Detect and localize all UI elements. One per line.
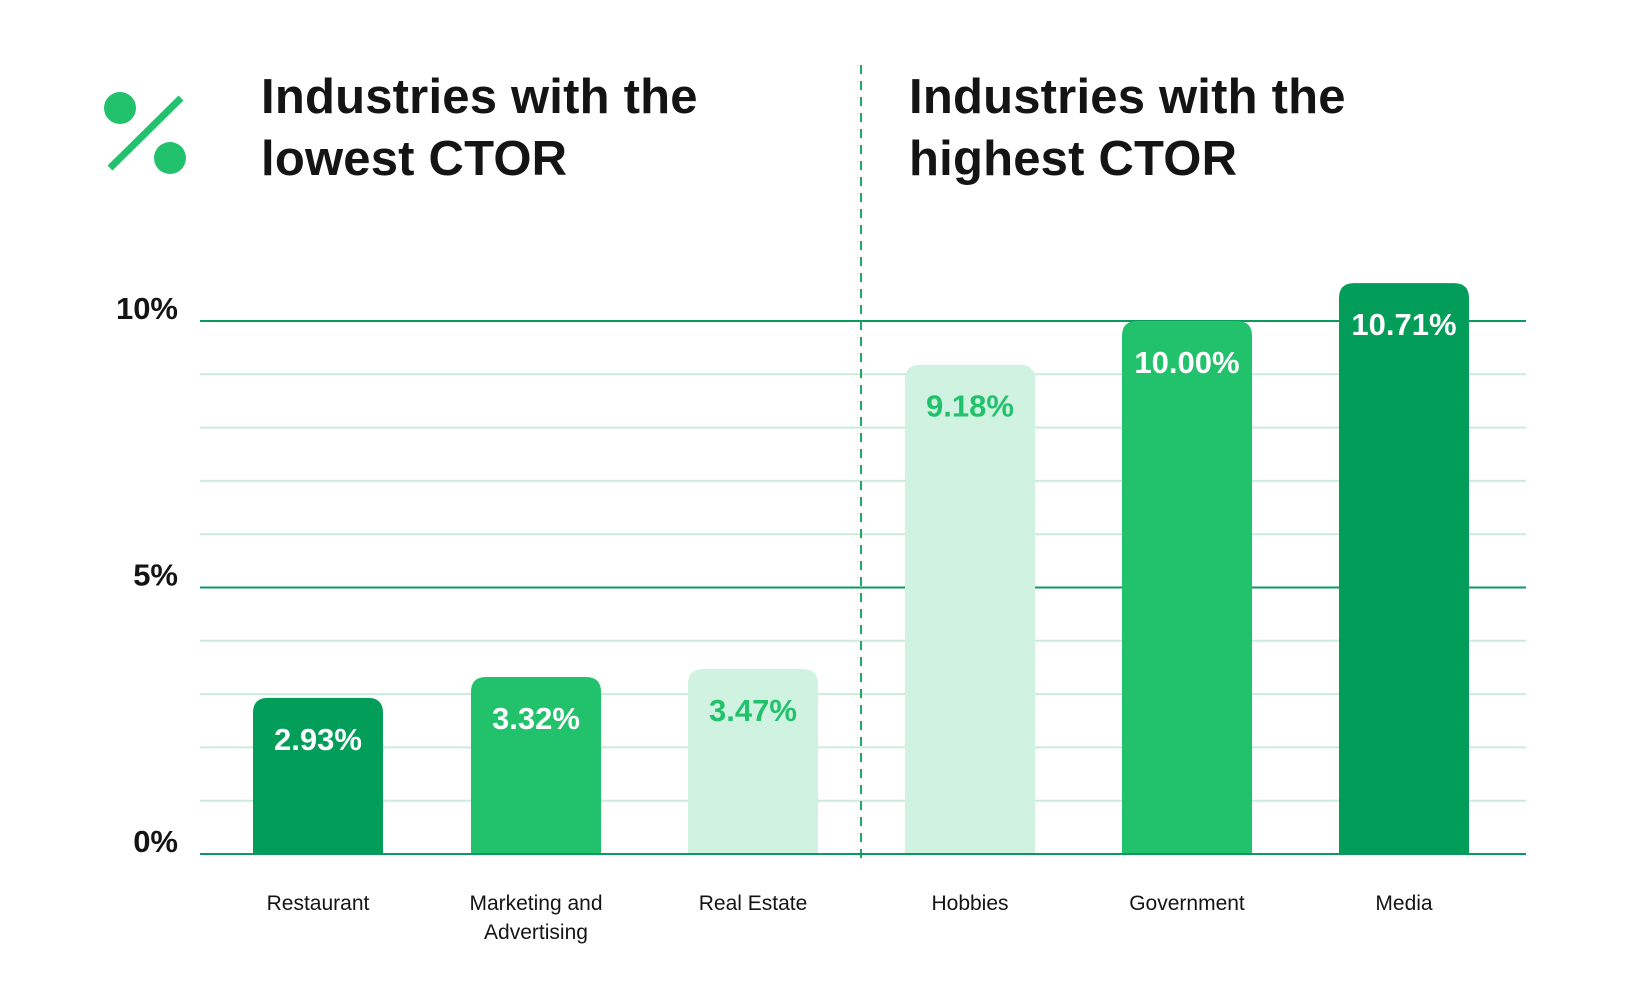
category-label: Hobbies	[931, 892, 1008, 915]
left-title-text: Industries with the lowest CTOR	[261, 70, 698, 186]
data-label: 3.47%	[709, 693, 797, 728]
bar-media	[1339, 283, 1469, 855]
category-label: Government	[1129, 892, 1245, 915]
bar-hobbies	[905, 364, 1035, 854]
percent-icon	[104, 92, 186, 174]
y-tick-label: 0%	[133, 824, 178, 859]
category-label: Real Estate	[699, 892, 808, 915]
right-title-text: Industries with the highest CTOR	[909, 70, 1346, 186]
left-panel-title: Industries with the lowest CTOR	[261, 66, 721, 190]
category-label: Advertising	[484, 921, 588, 944]
category-label: Media	[1375, 892, 1433, 915]
category-label: Restaurant	[267, 892, 370, 915]
y-tick-label: 10%	[116, 291, 178, 326]
bar-real-estate	[688, 669, 818, 854]
bar-government	[1122, 321, 1252, 854]
bar-marketing-and-advertising	[471, 677, 601, 854]
bar-restaurant	[253, 697, 383, 854]
data-label: 10.00%	[1134, 345, 1239, 380]
y-tick-label: 5%	[133, 558, 178, 593]
category-label: Marketing and	[469, 892, 602, 915]
data-label: 10.71%	[1351, 307, 1456, 342]
data-label: 3.32%	[492, 701, 580, 736]
data-label: 9.18%	[926, 389, 1014, 424]
data-label: 2.93%	[274, 722, 362, 757]
right-panel-title: Industries with the highest CTOR	[909, 66, 1369, 190]
